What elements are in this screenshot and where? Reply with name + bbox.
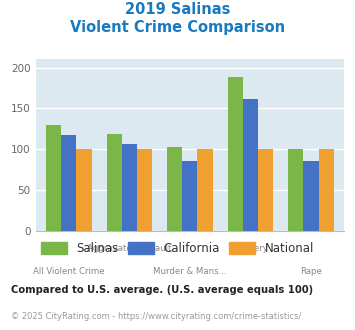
Text: Robbery: Robbery — [233, 244, 268, 253]
Text: Rape: Rape — [300, 267, 322, 276]
Text: © 2025 CityRating.com - https://www.cityrating.com/crime-statistics/: © 2025 CityRating.com - https://www.city… — [11, 312, 301, 321]
Text: Compared to U.S. average. (U.S. average equals 100): Compared to U.S. average. (U.S. average … — [11, 285, 313, 295]
Bar — [167, 147, 182, 231]
Text: 2019 Salinas: 2019 Salinas — [125, 2, 230, 16]
Text: Aggravated Assault: Aggravated Assault — [87, 244, 171, 253]
Bar — [76, 149, 92, 231]
Bar — [197, 149, 213, 231]
Text: All Violent Crime: All Violent Crime — [33, 267, 105, 276]
Bar — [106, 134, 122, 231]
Legend: Salinas, California, National: Salinas, California, National — [36, 237, 319, 260]
Text: Violent Crime Comparison: Violent Crime Comparison — [70, 20, 285, 35]
Bar — [46, 125, 61, 231]
Bar — [258, 149, 273, 231]
Bar — [182, 161, 197, 231]
Bar — [319, 149, 334, 231]
Text: Murder & Mans...: Murder & Mans... — [153, 267, 227, 276]
Bar — [122, 144, 137, 231]
Bar — [243, 99, 258, 231]
Bar — [61, 135, 76, 231]
Bar — [304, 161, 319, 231]
Bar — [228, 77, 243, 231]
Bar — [288, 149, 304, 231]
Bar — [137, 149, 152, 231]
